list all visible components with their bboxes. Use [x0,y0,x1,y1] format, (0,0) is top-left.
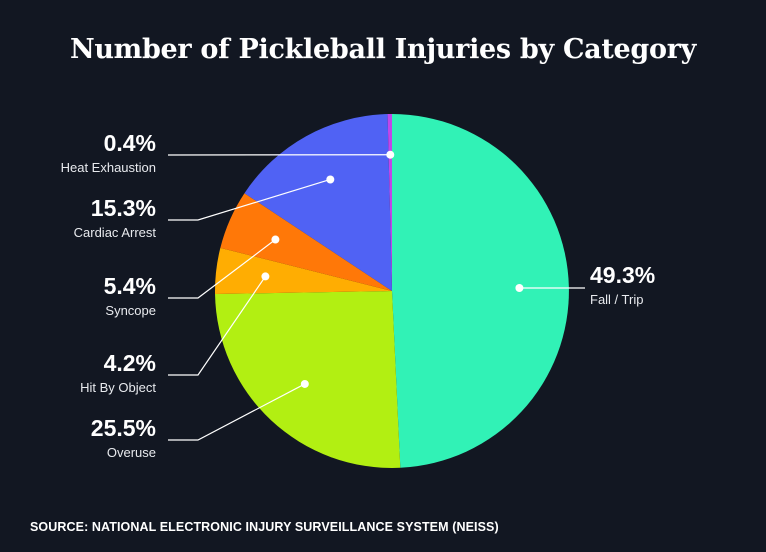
leader-line-syncope [168,239,276,299]
category-label-fall: Fall / Trip [590,292,643,307]
pct-label-syncope: 5.4% [104,273,156,299]
pct-label-fall: 49.3% [590,262,655,288]
pct-label-hit: 4.2% [104,350,156,376]
category-label-overuse: Overuse [107,445,156,460]
category-label-hit: Hit By Object [80,380,156,395]
leader-line-hit [168,276,266,376]
slice-labels: 49.3% Fall / Trip 25.5% Overuse 4.2% Hit By O… [61,130,656,460]
pct-label-heat: 0.4% [104,130,156,156]
pie-slice-overuse [215,291,401,468]
source-note: SOURCE: NATIONAL ELECTRONIC INJURY SURVE… [30,520,499,534]
pie-slice-fall [392,114,569,468]
pie-slice-syncope [220,193,392,291]
anchor-dot-hit [261,272,270,281]
anchor-dot-heat [386,150,395,159]
chart-title: Number of Pickleball Injuries by Categor… [69,34,697,65]
category-label-cardiac: Cardiac Arrest [74,225,157,240]
leader-line-cardiac [168,178,331,221]
leader-lines [167,150,585,441]
pie-slices [215,114,569,468]
pie-slice-hit [215,247,392,295]
category-label-syncope: Syncope [105,303,156,318]
anchor-dot-overuse [300,379,309,388]
anchor-dot-fall [515,284,524,292]
leader-line-overuse [168,383,306,441]
anchor-dot-cardiac [326,175,335,184]
anchor-dot-syncope [271,235,280,244]
pie-slice-cardiac [244,114,392,291]
pct-label-cardiac: 15.3% [91,195,156,221]
pct-label-overuse: 25.5% [91,415,156,441]
category-label-heat: Heat Exhaustion [61,160,156,175]
